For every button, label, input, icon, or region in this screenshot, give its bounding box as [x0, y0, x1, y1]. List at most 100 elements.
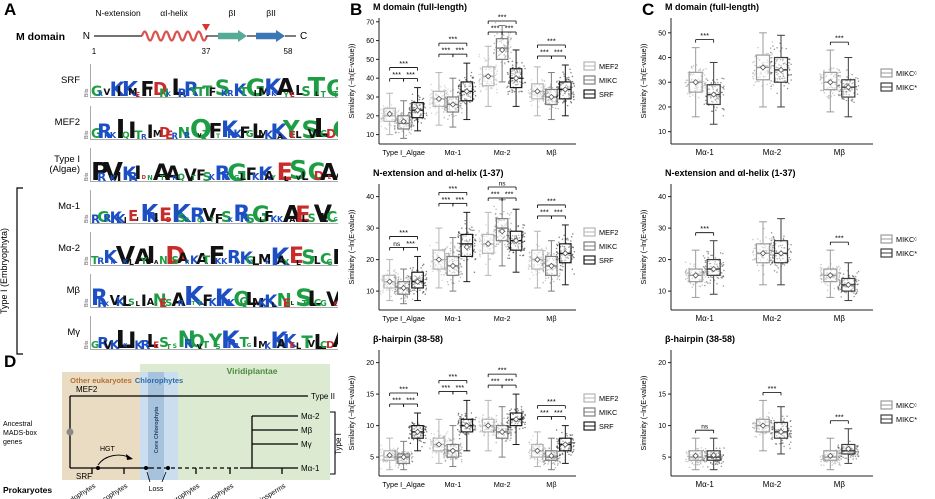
- boxplot-svg-2: β-hairpin (38-58) 5 10 15 20 Similarity (−ln(…: [347, 334, 618, 489]
- n-extension-label: N-extension: [95, 8, 141, 18]
- sequence-logo: GRVKIKMEFIDNKLRRYTTFSKRKTGIMKKAYELSTLTGT: [90, 64, 338, 98]
- logo-row-label: SRF: [61, 74, 80, 86]
- y-tick-label: 10: [366, 289, 374, 296]
- y-tick-label: 20: [366, 113, 374, 120]
- significance-label: ***: [491, 24, 500, 33]
- panel-b: M domain (full-length) 10 20 30 40 50 60 70 Simi…: [346, 0, 638, 499]
- chart-title: M domain (full-length): [665, 2, 759, 12]
- beta1-label: βI: [228, 8, 235, 18]
- group-bracket: [16, 187, 23, 355]
- hgt-arrowhead-icon: [126, 454, 133, 460]
- y-axis-label: Similarity (−ln(E-value)): [347, 44, 356, 119]
- y-tick-label: 60: [366, 38, 374, 45]
- x-tick-label: Mβ: [546, 314, 556, 323]
- boxplot-svg-3: M domain (full-length) 10 20 30 40 50 Similari…: [639, 2, 917, 157]
- panel-a-label: A: [4, 0, 17, 19]
- y-tick-label: 20: [658, 257, 666, 264]
- hgt-label: HGT: [100, 446, 116, 453]
- significance-label: ***: [835, 34, 844, 43]
- type1-bracket: [330, 411, 336, 475]
- loss-label: Loss: [149, 486, 164, 493]
- sequence-logo: RRKVKLSLIANESARKTTFKKRKQGLMKKLNELSTLCGVE: [90, 274, 338, 308]
- panel-b-label: B: [350, 0, 363, 19]
- y-tick-label: 40: [366, 76, 374, 83]
- significance-label: ***: [554, 408, 563, 417]
- x-tick-label: Mα-2: [494, 480, 511, 489]
- legend-label: MIKC*: [896, 249, 917, 258]
- x-tick-label: Mα-2: [494, 148, 511, 157]
- y-tick-label: 50: [658, 30, 666, 37]
- leaf-charophytes: Charophytes: [164, 483, 202, 499]
- mb-label: Mβ: [301, 426, 313, 435]
- significance-label: ns: [499, 181, 507, 188]
- significance-label: ***: [540, 48, 549, 57]
- x-tick-label: Mα-1: [444, 148, 461, 157]
- significance-label: ***: [399, 228, 408, 237]
- chart-b-full-length: M domain (full-length) 10 20 30 40 50 60 70 Simi…: [346, 0, 638, 166]
- legend-label: SRF: [599, 422, 614, 431]
- significance-label: ***: [835, 234, 844, 243]
- significance-label: ***: [554, 48, 563, 57]
- x-tick-label: Mα-2: [763, 314, 782, 323]
- x-tick-label: Mα-1: [695, 148, 714, 157]
- significance-label: ***: [700, 31, 709, 40]
- significance-label: ***: [448, 184, 457, 193]
- panel-c-label: C: [642, 0, 655, 19]
- beta2-strand-arrow: [256, 30, 285, 42]
- legend-label: MIKCᶜ: [896, 235, 917, 244]
- y-tick-label: 30: [658, 226, 666, 233]
- logo-row-2: MEF2 Bits G R K K I Q I T R I M D E R N R Q V T F T K R K F G L M K K A Y…: [26, 102, 346, 144]
- bits-axis-label: Bits: [84, 172, 90, 181]
- bits-axis-label: Bits: [84, 214, 90, 223]
- y-tick-label: 20: [366, 360, 374, 367]
- beta2-label: βII: [266, 8, 276, 18]
- significance-label: ***: [491, 190, 500, 199]
- x-tick-label: Type I_Algae: [382, 480, 425, 489]
- x-tick-label: Mβ: [834, 314, 846, 323]
- panel-d-label: D: [4, 352, 17, 371]
- sequence-logos: SRF Bits G R V K I K M E F I D N K L R R Y T T F S K R K T G I M K K A Y E…: [26, 60, 346, 354]
- y-axis-label: Similarity (−ln(E-value)): [639, 210, 648, 285]
- x-tick-label: Mβ: [546, 480, 556, 489]
- y-tick-label: 70: [366, 19, 374, 26]
- other-eukaryotes-region: [62, 372, 140, 480]
- y-tick-label: 5: [662, 455, 666, 462]
- legend-label: MIKC: [599, 242, 617, 251]
- legend-label: MIKC*: [896, 83, 917, 92]
- significance-label: ***: [442, 46, 451, 55]
- chart-b-n-extension: N-extension and αI-helix (1-37) 10 20 30 40 S…: [346, 166, 638, 332]
- significance-label: ***: [399, 385, 408, 394]
- x-tick-label: Mβ: [834, 148, 846, 157]
- legend-label: SRF: [599, 256, 614, 265]
- y-axis-label: Similarity (−ln(E-value)): [347, 210, 356, 285]
- legend-label: SRF: [599, 90, 614, 99]
- ancestral-label-2: MADS-box: [3, 430, 37, 437]
- logo-row-5: Mα-2 Bits T R K K V K L A Y I A N D S A R K A T F K K R K K G L M K K A Y…: [26, 228, 346, 270]
- logo-row-label: MEF2: [54, 116, 80, 128]
- loss-dot-2: [166, 466, 170, 470]
- significance-label: ***: [835, 412, 844, 421]
- legend-label: MIKCᶜ: [896, 69, 917, 78]
- significance-label: ***: [547, 196, 556, 205]
- n-terminus-label: N: [83, 31, 90, 42]
- alpha-helix-label: αI-helix: [160, 8, 188, 18]
- y-tick-label: 30: [366, 226, 374, 233]
- ma2-label: Mα-2: [301, 412, 320, 421]
- srf-branch-label: SRF: [76, 472, 92, 481]
- logo-row-label: Type I (Algae): [49, 153, 80, 175]
- legend-label: MEF2: [599, 62, 618, 71]
- viridiplantae-label: Viridiplantae: [227, 366, 278, 376]
- legend-label: MIKC*: [896, 415, 917, 424]
- logo-row-4: Mα-1 Bits R G R K K I E I K R I E D K S S R Q V T F S K R R S G L F K K A…: [26, 186, 346, 228]
- prokaryotes-label: Prokaryotes: [3, 485, 52, 495]
- logo-row-7: Mγ Bits G R V K L K I K R L E S T S N R Q V T Y S K R R T G I M K K A K E L…: [26, 312, 346, 354]
- legend-label: MEF2: [599, 228, 618, 237]
- significance-label: ns: [393, 241, 401, 248]
- position-37-arrow-icon: [202, 24, 210, 31]
- legend-label: MEF2: [599, 394, 618, 403]
- chart-title: M domain (full-length): [373, 2, 467, 12]
- chart-c-full-length: M domain (full-length) 10 20 30 40 50 Similari…: [638, 0, 935, 166]
- mef2-branch-label: MEF2: [76, 385, 98, 394]
- other-eukaryotes-label: Other eukaryotes: [70, 376, 132, 385]
